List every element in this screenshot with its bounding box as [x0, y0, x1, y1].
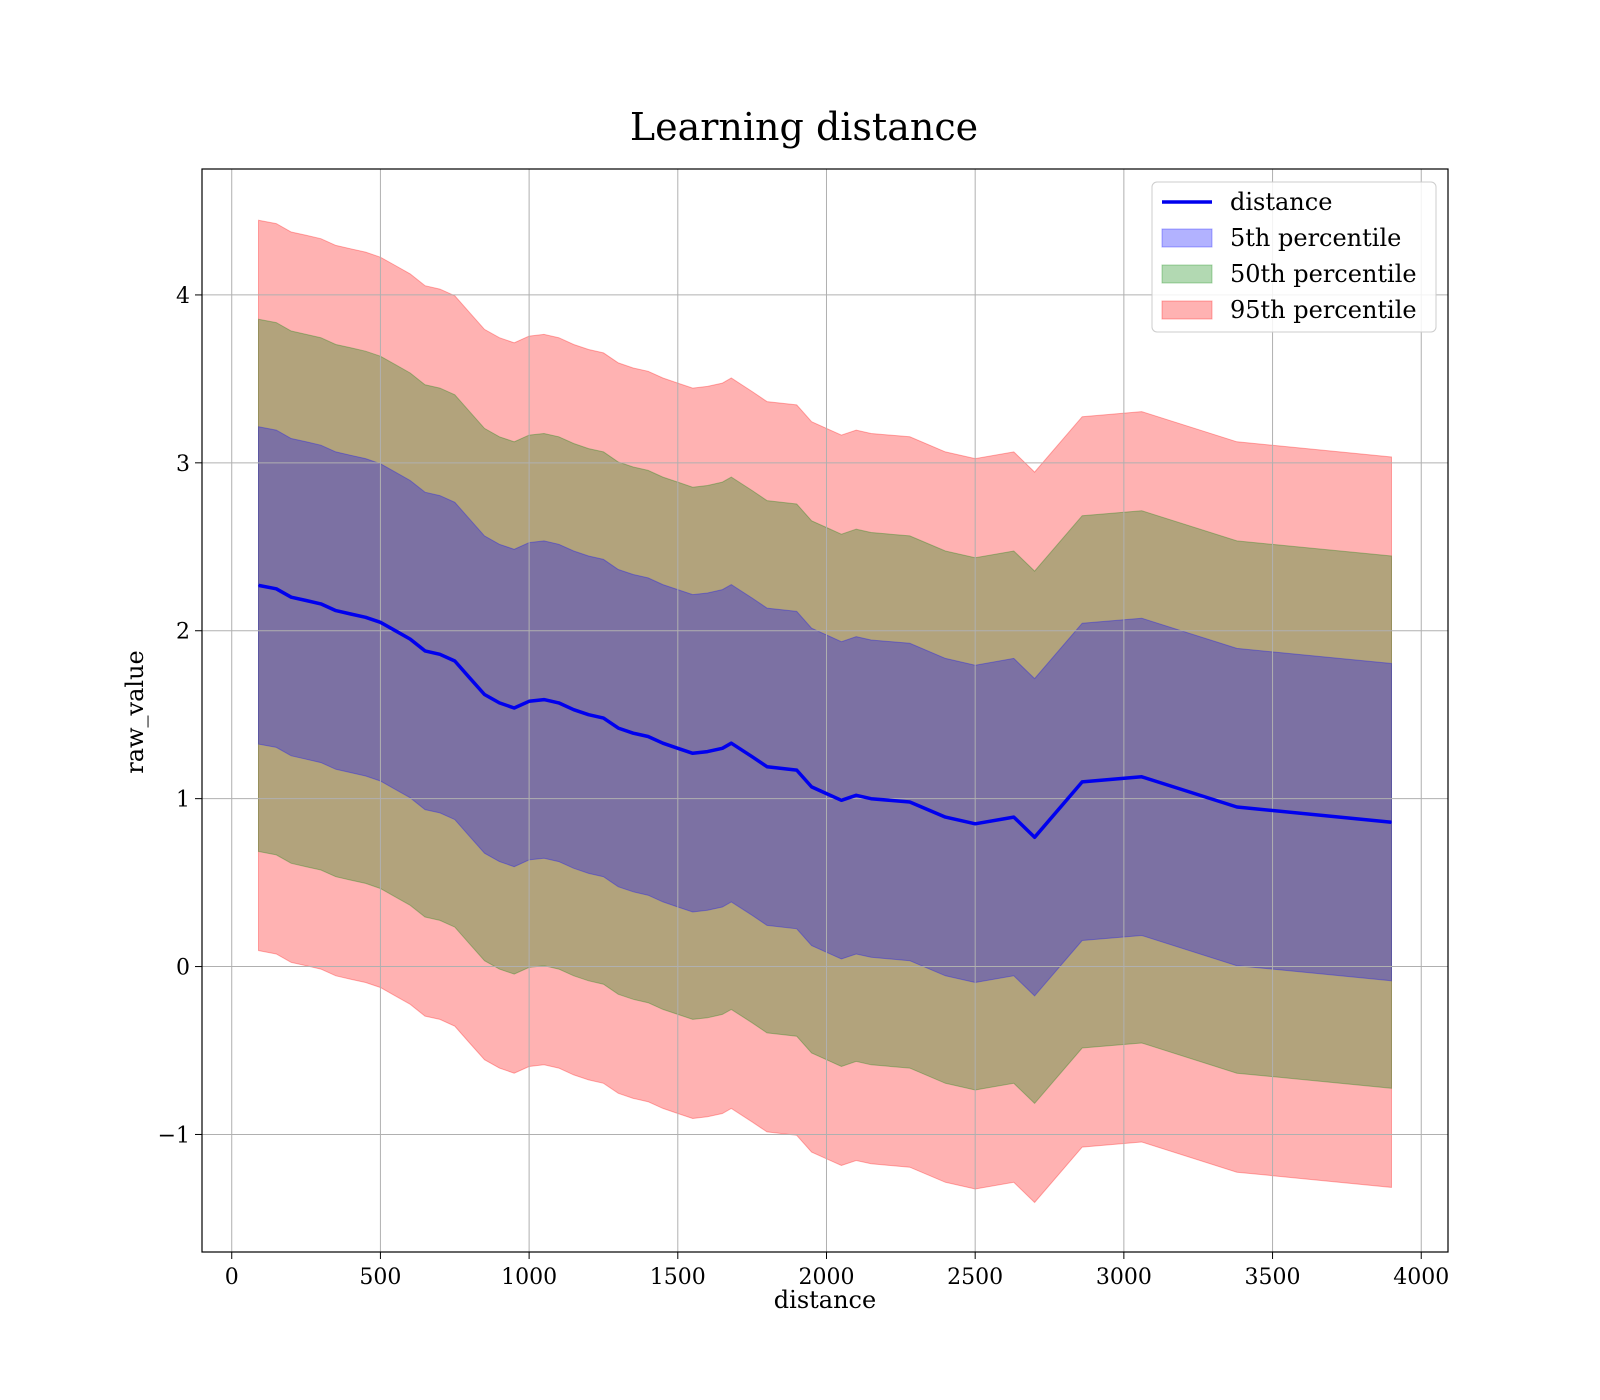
data-point — [751, 756, 753, 758]
y-tick-label: 3 — [176, 452, 190, 477]
data-point — [870, 798, 872, 800]
data-point — [365, 616, 367, 618]
data-point — [290, 596, 292, 598]
data-point — [573, 709, 575, 711]
chart-title: Learning distance — [630, 105, 978, 149]
data-point — [513, 707, 515, 709]
data-point — [692, 752, 694, 754]
data-point — [454, 660, 456, 662]
data-point — [335, 610, 337, 612]
data-point — [320, 603, 322, 605]
data-point — [305, 600, 307, 602]
x-tick-label: 2000 — [798, 1265, 854, 1290]
legend-patch-swatch — [1161, 264, 1213, 284]
legend-patch-swatch — [1161, 300, 1213, 320]
data-point — [1141, 776, 1143, 778]
percentile-bands — [258, 219, 1392, 1204]
y-axis-ticks: −1 0 1 2 3 4 — [158, 284, 202, 1148]
x-tick-label: 1000 — [501, 1265, 557, 1290]
legend-label: 95th percentile — [1230, 296, 1417, 324]
data-point — [632, 732, 634, 734]
data-point — [424, 650, 426, 652]
data-point — [944, 816, 946, 818]
data-point — [1390, 821, 1392, 823]
data-point — [974, 823, 976, 825]
plot-frame — [201, 168, 1449, 1253]
data-point — [1236, 806, 1238, 808]
y-axis-label: raw_value — [121, 650, 149, 774]
data-point — [394, 630, 396, 632]
x-tick-label: 4000 — [1393, 1265, 1449, 1290]
x-tick-label: 1500 — [650, 1265, 706, 1290]
data-point — [469, 677, 471, 679]
data-point — [766, 766, 768, 768]
y-tick-label: 4 — [176, 284, 190, 309]
x-axis-label: distance — [774, 1286, 876, 1314]
data-point — [855, 794, 857, 796]
y-tick-label: −1 — [158, 1123, 190, 1148]
data-point — [730, 742, 732, 744]
x-tick-label: 0 — [225, 1265, 239, 1290]
data-point — [647, 736, 649, 738]
x-tick-label: 3500 — [1245, 1265, 1301, 1290]
data-point — [677, 747, 679, 749]
data-point — [796, 769, 798, 771]
data-point — [840, 799, 842, 801]
data-point — [909, 801, 911, 803]
y-tick-label: 2 — [176, 620, 190, 645]
data-point — [617, 727, 619, 729]
data-point — [602, 717, 604, 719]
data-point — [1013, 816, 1015, 818]
legend: distance 5th percentile 50th percentile 95t… — [1151, 181, 1437, 333]
data-point — [707, 751, 709, 753]
data-point — [721, 747, 723, 749]
legend-label: distance — [1230, 188, 1332, 216]
legend-label: 50th percentile — [1230, 260, 1417, 288]
data-point — [409, 638, 411, 640]
band-5th-percentile — [258, 426, 1392, 997]
data-point — [258, 584, 260, 586]
grid-lines — [202, 169, 1448, 1252]
series-line-distance — [258, 583, 1392, 840]
data-point — [439, 653, 441, 655]
data-point — [1034, 836, 1036, 838]
data-point — [528, 700, 530, 702]
data-point — [662, 742, 664, 744]
line-layer — [258, 583, 1392, 840]
x-axis-ticks: 0 500 1000 1500 2000 2500 3000 3500 4000 — [225, 1252, 1449, 1290]
y-tick-label: 0 — [176, 956, 190, 981]
x-tick-label: 2500 — [947, 1265, 1003, 1290]
y-tick-label: 1 — [176, 788, 190, 813]
data-point — [379, 621, 381, 623]
legend-patch-swatch — [1161, 228, 1213, 248]
data-point — [1081, 781, 1083, 783]
data-point — [558, 702, 560, 704]
legend-box — [1151, 181, 1437, 333]
data-point — [275, 588, 277, 590]
x-tick-label: 3000 — [1096, 1265, 1152, 1290]
band-95th-percentile — [258, 219, 1392, 1204]
x-tick-label: 500 — [359, 1265, 401, 1290]
data-point — [825, 793, 827, 795]
data-point — [498, 702, 500, 704]
legend-label: 5th percentile — [1230, 224, 1401, 252]
data-point — [588, 714, 590, 716]
data-point — [543, 699, 545, 701]
data-point — [484, 694, 486, 696]
data-point — [350, 613, 352, 615]
data-point — [811, 786, 813, 788]
